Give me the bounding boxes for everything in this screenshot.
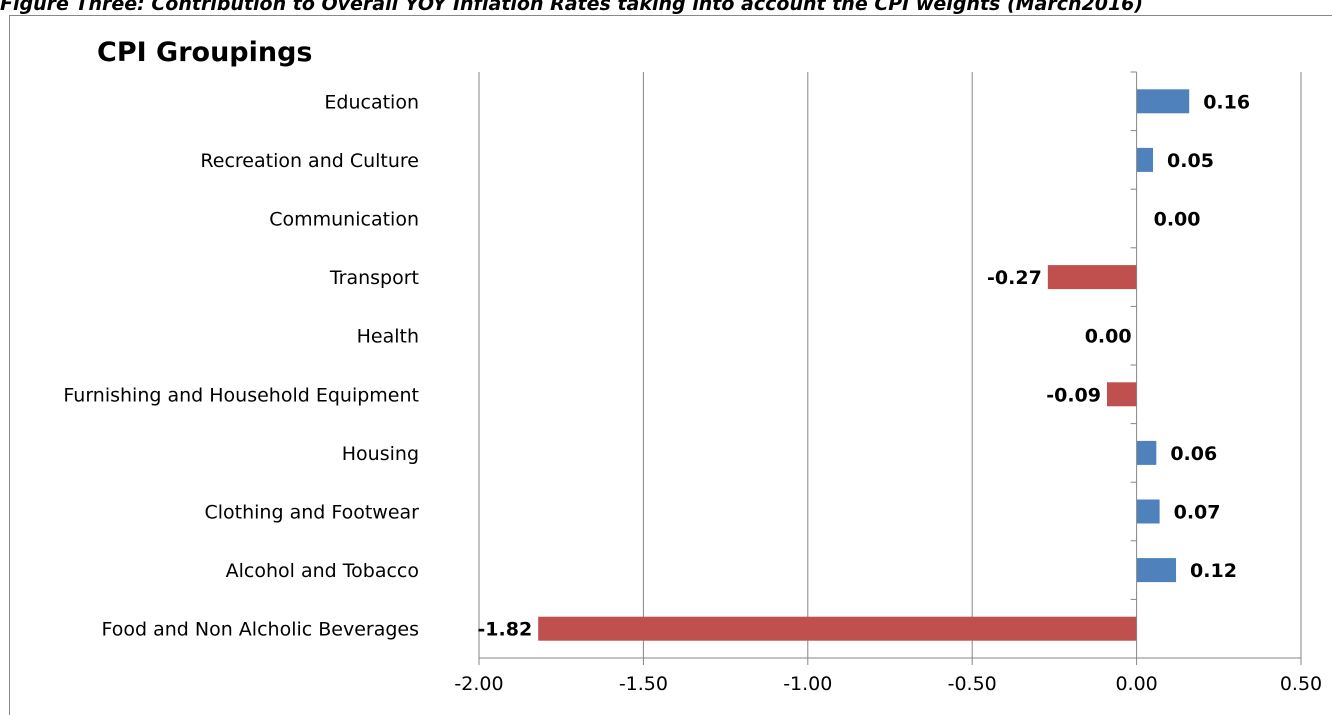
data-label: 0.05 [1167,150,1214,172]
axes [478,71,1302,665]
bar [1136,89,1190,114]
x-tick-label: -2.00 [454,673,503,695]
x-tick-label: 0.50 [1280,673,1322,695]
category-label: Clothing and Footwear [204,502,419,524]
category-label: Communication [269,209,419,231]
category-label: Housing [342,443,419,465]
bar [1136,499,1160,524]
data-label: -0.27 [987,267,1042,289]
data-label: 0.00 [1154,209,1201,231]
category-label: Transport [329,267,419,289]
data-label: -1.82 [477,619,532,641]
bar [1107,382,1137,407]
chart-title: CPI Groupings [97,37,313,68]
x-tick-label: -0.50 [948,673,997,695]
data-label: 0.16 [1203,91,1250,113]
data-label: 0.06 [1170,443,1217,465]
category-label: Food and Non Alcholic Beverages [102,619,420,641]
data-label: -0.09 [1046,384,1101,406]
bar [1047,265,1137,290]
labels: -2.00 -1.50 -1.00 -0.50 0.00 0.50 Education 0.1… [63,91,1322,695]
bar [538,616,1137,641]
bar [1136,440,1157,465]
data-label: 0.07 [1174,502,1221,524]
figure-caption: Figure Three: Contribution to Overall YO… [0,0,1144,14]
data-label: 0.12 [1190,560,1237,582]
bar [1136,558,1177,583]
bar [1136,147,1154,172]
data-label: 0.00 [1085,326,1132,348]
x-tick-label: -1.50 [619,673,668,695]
gridlines [478,72,1302,658]
category-label: Education [324,91,419,113]
category-label: Furnishing and Household Equipment [63,384,419,406]
category-label: Recreation and Culture [200,150,419,172]
x-tick-label: -1.00 [783,673,832,695]
category-label: Alcohol and Tobacco [226,560,419,582]
x-tick-label: 0.00 [1115,673,1157,695]
category-label: Health [357,326,419,348]
chart-frame [9,15,1332,715]
bars [538,89,1190,641]
